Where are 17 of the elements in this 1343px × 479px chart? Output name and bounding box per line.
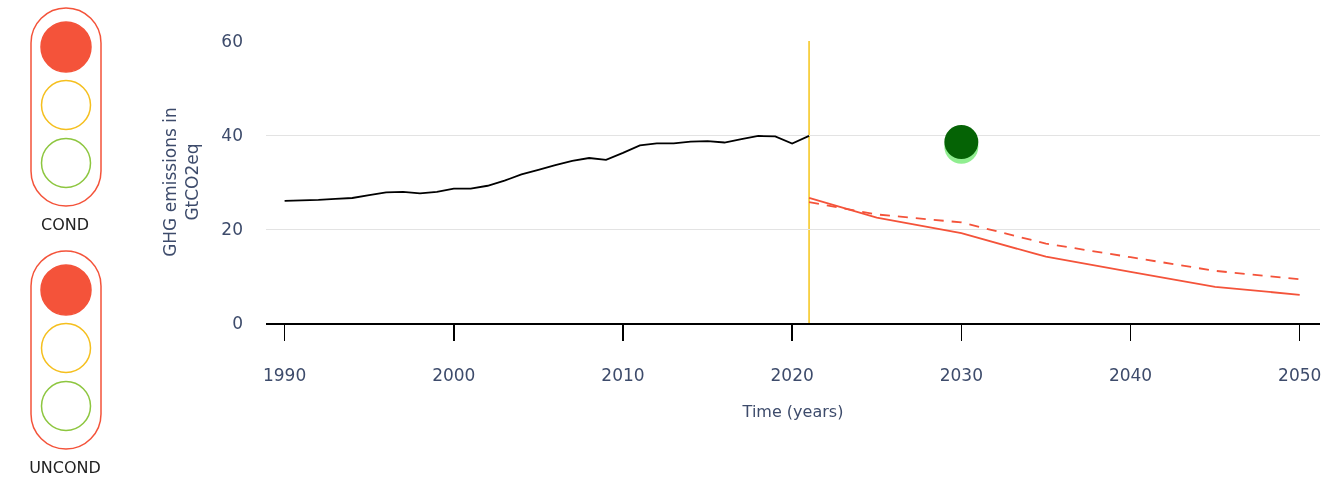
- x-tick-label: 2010: [601, 364, 645, 385]
- y-tick-label: 20: [221, 218, 243, 239]
- text: UNCOND: [28, 458, 102, 477]
- x-tick-label: 2050: [1278, 364, 1322, 385]
- text: COND: [39, 215, 91, 234]
- x-tick-label: 1990: [262, 364, 307, 385]
- y-tick-label: 0: [232, 312, 243, 333]
- y-tick-label: 40: [221, 124, 243, 145]
- y-axis-title: GHG emissions in GtCO2eq: [159, 107, 202, 257]
- x-tick-label: 2040: [1108, 364, 1153, 385]
- x-axis-title: Time (years): [741, 402, 844, 422]
- x-tick-label: 2030: [939, 364, 983, 385]
- line-series: [283, 135, 810, 202]
- x-tick-label: 2020: [770, 364, 814, 385]
- x-tick-label: 2000: [432, 364, 476, 385]
- line-series: [808, 197, 1301, 296]
- y-tick-label: 60: [221, 30, 243, 51]
